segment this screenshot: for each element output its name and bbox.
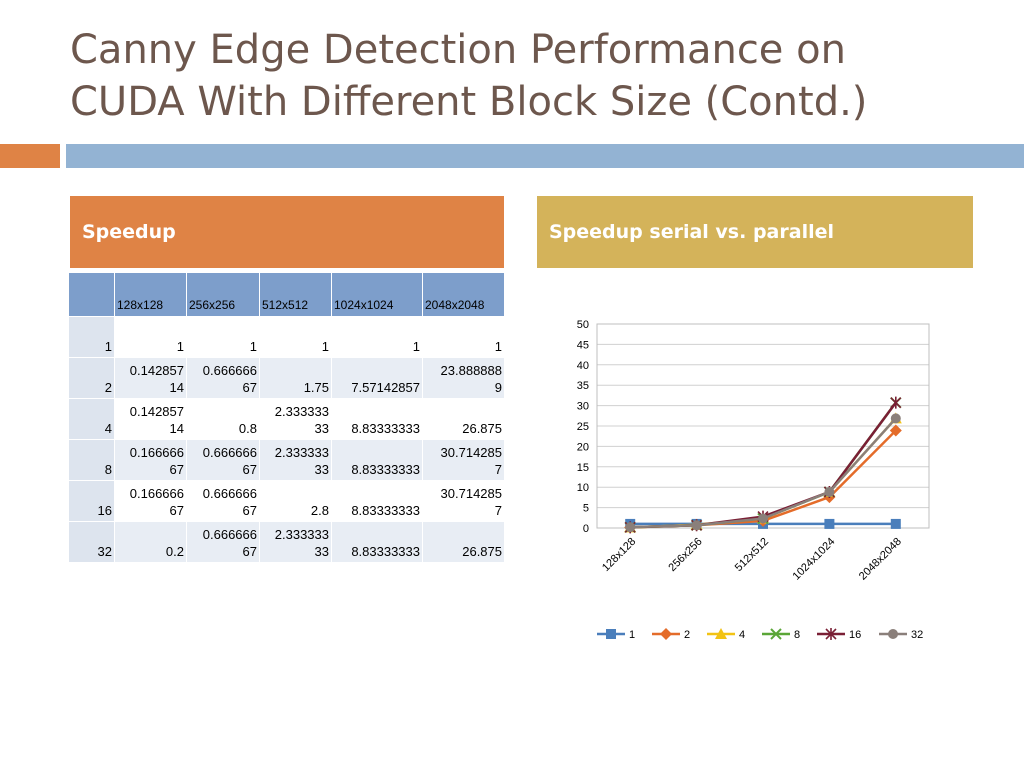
table-cell: 0.166666 67 [114,480,187,522]
table-cell: 0.666666 67 [186,439,260,481]
page-title: Canny Edge Detection Performance on CUDA… [70,27,868,125]
data-point-series-32 [691,520,702,531]
x-tick-label: 512x512 [733,536,771,574]
data-point-series-32 [625,522,636,533]
table-cell: 8.83333333 [331,521,423,563]
table-cell: 1 [331,316,423,358]
table-header-row: 128x128 256x256 512x512 1024x1024 2048x2048 [68,272,505,317]
table-cell: 0.2 [114,521,187,563]
table-cell: 1.75 [259,357,332,399]
y-tick-label: 30 [577,401,589,413]
table-cell: 2.333333 33 [259,521,332,563]
series-line-8 [630,401,897,529]
table-cell: 2.333333 33 [259,439,332,481]
x-tick-label: 2048x2048 [857,536,904,583]
legend-marker-4 [715,628,727,639]
table-corner-cell [68,272,115,317]
speedup-table: 128x128 256x256 512x512 1024x1024 2048x2048 1… [68,272,505,563]
table-cell: 1 [186,316,260,358]
table-cell: 7.57142857 [331,357,423,399]
y-tick-label: 35 [577,380,589,392]
table-cell: 26.875 [422,521,505,563]
table-cell: 0.166666 67 [114,439,187,481]
table-cell: 0.666666 67 [186,357,260,399]
table-column-header: 128x128 [114,272,187,317]
legend-label: 1 [629,629,635,641]
table-row: 8 0.166666 67 0.666666 67 2.333333 33 8.8333… [68,439,505,481]
table-cell: 0.666666 67 [186,480,260,522]
y-tick-label: 5 [583,503,589,515]
table-cell: 8.83333333 [331,439,423,481]
table-cell: 30.714285 7 [422,480,505,522]
legend-label: 32 [911,629,923,641]
table-row-label: 8 [68,439,115,481]
x-tick-label: 256x256 [666,536,704,574]
legend-marker-32 [888,629,898,639]
legend-label: 8 [794,629,800,641]
x-tick-label: 128x128 [600,536,638,574]
table-cell: 26.875 [422,398,505,440]
table-column-header: 1024x1024 [331,272,423,317]
data-point-series-1 [890,518,901,529]
data-point-series-32 [890,413,901,424]
speedup-serial-vs-parallel-header: Speedup serial vs. parallel [537,196,973,268]
y-tick-label: 20 [577,441,589,453]
y-tick-label: 25 [577,421,589,433]
legend-marker-16 [825,628,837,640]
data-point-series-32 [758,513,768,524]
table-cell: 23.888888 9 [422,357,505,399]
data-point-series-16 [890,396,902,409]
table-row-label: 4 [68,398,115,440]
table-column-header: 256x256 [186,272,260,317]
data-point-series-32 [824,486,835,497]
y-tick-label: 45 [577,339,589,351]
y-tick-label: 40 [577,360,589,372]
table-cell: 1 [422,316,505,358]
table-cell: 1 [114,316,187,358]
speedup-header: Speedup [70,196,504,268]
table-cell: 1 [259,316,332,358]
table-cell: 2.8 [259,480,332,522]
table-row-label: 2 [68,357,115,399]
legend-marker-2 [660,628,672,640]
table-cell: 8.83333333 [331,480,423,522]
table-column-header: 512x512 [259,272,332,317]
legend-marker-1 [606,629,616,639]
legend-label: 4 [739,629,745,641]
legend-label: 16 [849,629,861,641]
table-row-label: 16 [68,480,115,522]
y-tick-label: 15 [577,462,589,474]
y-tick-label: 10 [577,482,589,494]
data-point-series-2 [889,424,902,437]
accent-bar-blue [66,144,1024,168]
table-row-label: 1 [68,316,115,358]
table-cell: 0.8 [186,398,260,440]
table-column-header: 2048x2048 [422,272,505,317]
table-cell: 8.83333333 [331,398,423,440]
legend-marker-8 [770,628,782,640]
legend-label: 2 [684,629,690,641]
y-tick-label: 0 [583,523,589,535]
table-cell: 2.333333 33 [259,398,332,440]
speedup-line-chart: 0 5 10 15 20 25 30 35 40 45 50 128x128 256x256 512x51… [577,319,930,641]
table-cell: 0.142857 14 [114,357,187,399]
table-cell: 30.714285 7 [422,439,505,481]
series-line-16 [630,401,897,529]
speedup-header-label: Speedup [82,221,176,243]
table-row: 4 0.142857 14 0.8 2.333333 33 8.83333333 26.8… [68,398,505,440]
table-cell: 0.142857 14 [114,398,187,440]
table-row: 32 0.2 0.666666 67 2.333333 33 8.83333333 26.… [68,521,505,563]
speedup-serial-header-label: Speedup serial vs. parallel [549,221,834,243]
table-cell: 0.666666 67 [186,521,260,563]
accent-bar-orange [0,144,60,168]
table-row: 16 0.166666 67 0.666666 67 2.8 8.83333333 30.… [68,480,505,522]
table-row-label: 32 [68,521,115,563]
data-point-series-1 [824,518,835,529]
y-tick-label: 50 [577,319,589,331]
table-row: 2 0.142857 14 0.666666 67 1.75 7.57142857 23.… [68,357,505,399]
x-tick-label: 1024x1024 [791,536,838,583]
